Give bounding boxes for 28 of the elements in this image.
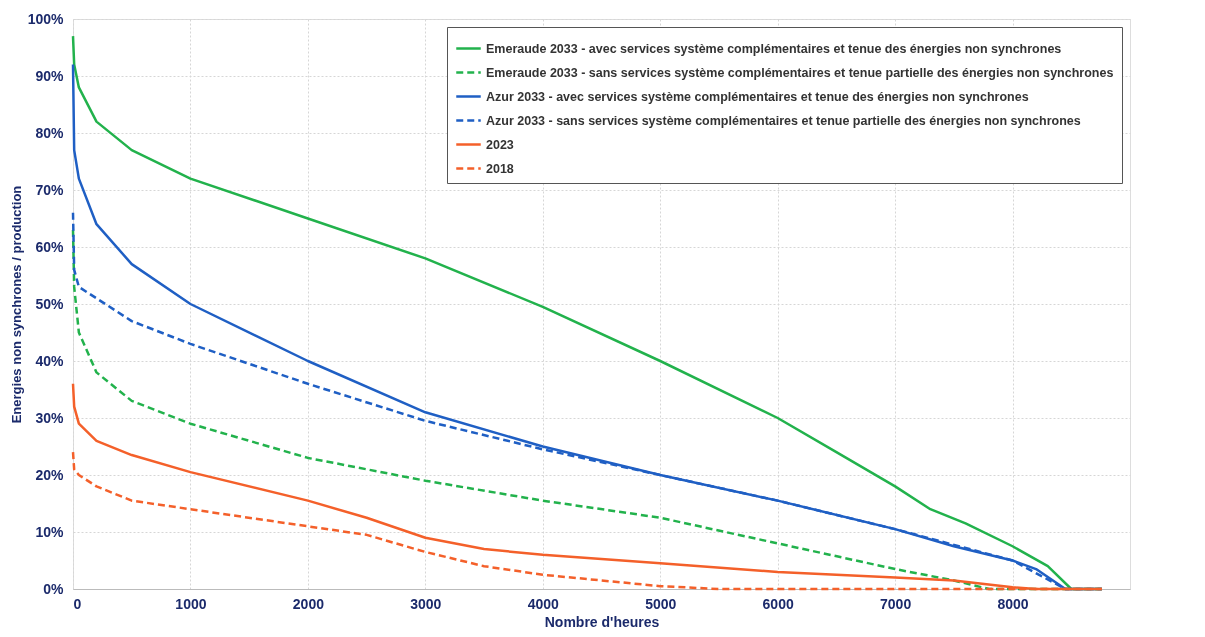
legend-label: Azur 2033 - avec services système complémentaires et tenue des énergies non synchrones [486,89,1029,104]
x-tick-label: 1000 [175,595,207,612]
y-tick-label: 20% [35,466,65,483]
y-tick-label: 60% [35,238,65,255]
y-tick-label: 100% [27,10,65,27]
x-tick-label: 8000 [997,595,1029,612]
legend-label: Emeraude 2033 - avec services système complémentaires et tenue des énergies non synchrones [486,41,1062,56]
x-axis-title: Nombre d'heures [544,613,660,630]
y-tick-label: 80% [35,124,65,141]
y-tick-label: 90% [35,67,65,84]
legend-label: 2023 [486,137,514,152]
x-tick-label: 0 [73,595,82,612]
y-tick-label: 10% [35,523,65,540]
legend-label: 2018 [486,161,514,176]
x-tick-label: 6000 [762,595,794,612]
x-tick-label: 3000 [410,595,442,612]
legend-label: Azur 2033 - sans services système complémentaires et tenue partielle des énergies non synchrones [486,113,1081,128]
legend-label: Emeraude 2033 - sans services système complémentaires et tenue partielle des énergies non synchrones [486,65,1114,80]
x-tick-label: 7000 [880,595,912,612]
x-tick-label: 4000 [527,595,560,612]
x-tick-label: 5000 [645,595,677,612]
y-tick-label: 0% [43,580,65,597]
y-tick-label: 50% [35,295,65,312]
y-tick-label: 70% [35,181,65,198]
x-tick-label: 2000 [292,595,325,612]
y-axis-title: Energies non synchrones / production [8,185,24,424]
y-tick-label: 40% [35,352,65,369]
y-tick-label: 30% [35,409,65,426]
